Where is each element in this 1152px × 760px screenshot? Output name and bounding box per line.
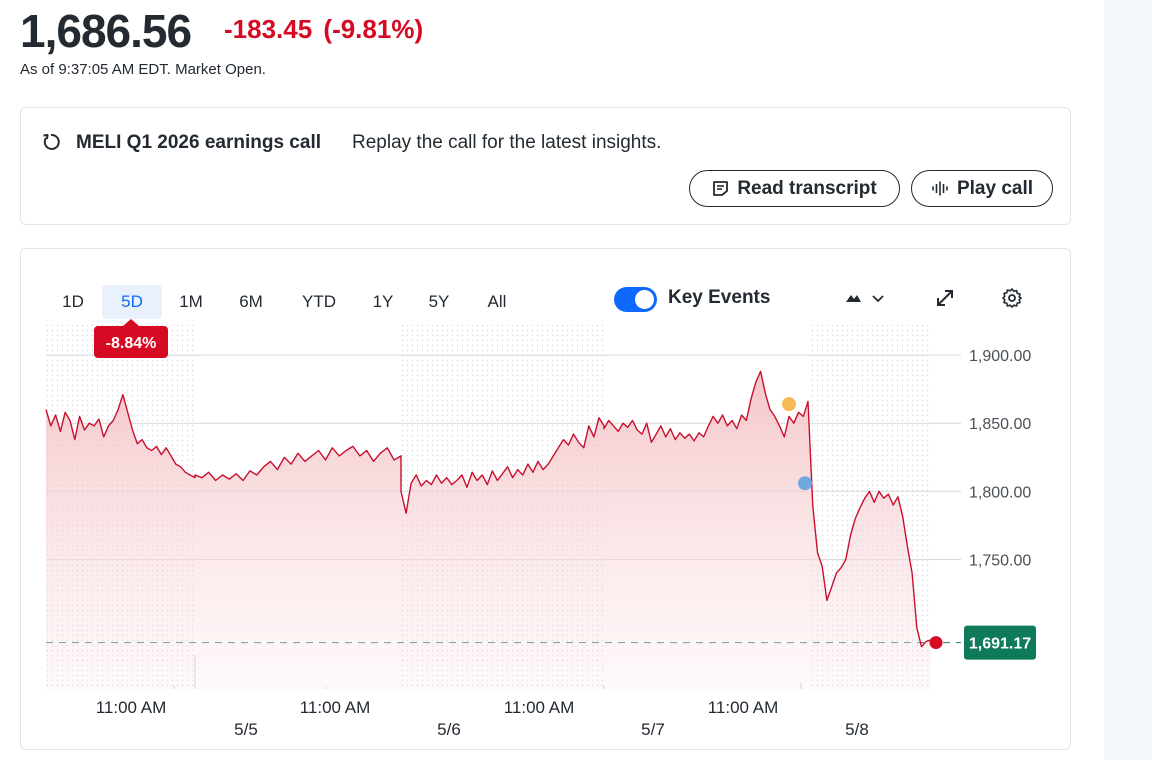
range-tab-1m[interactable]: 1M: [179, 292, 203, 311]
quote-price: 1,686.56: [20, 5, 192, 57]
read-transcript-label: Read transcript: [737, 177, 877, 199]
x-time-label: 11:00 AM: [300, 698, 371, 717]
key-events-label: Key Events: [668, 287, 771, 308]
period-change-badge: [94, 326, 168, 358]
price-line: [45, 370, 932, 648]
key-event-marker: [798, 476, 812, 491]
range-tab-1y[interactable]: 1Y: [372, 292, 394, 311]
chart-card: 1D 5D 1M 6M YTD 1Y 5Y All Key Events 1,9…: [20, 248, 1071, 750]
quote-change: -183.45 (-9.81%): [224, 14, 424, 44]
toggle-knob: [635, 290, 654, 309]
replay-icon: [43, 133, 60, 150]
price-chart[interactable]: 1,900.00 1,850.00 1,800.00 1,750.00 11:00 AM…: [21, 249, 1072, 751]
range-tab-all[interactable]: All: [487, 292, 507, 311]
range-tab-1d[interactable]: 1D: [62, 292, 84, 311]
mountain-chart-type-icon[interactable]: [844, 287, 866, 309]
range-tab-6m[interactable]: 6M: [239, 292, 263, 311]
y-tick-label: 1,800.00: [969, 484, 1031, 501]
chevron-down-icon[interactable]: [869, 287, 887, 309]
current-price-dot: [929, 636, 943, 650]
audio-wave-icon: [932, 181, 948, 196]
key-events-toggle[interactable]: [614, 287, 657, 312]
expand-icon[interactable]: [934, 287, 956, 309]
period-change-pointer: [123, 319, 139, 326]
current-price-label: 1,691.17: [969, 636, 1031, 653]
range-tab-5y[interactable]: 5Y: [428, 292, 450, 311]
x-date-label: 5/8: [845, 720, 869, 739]
x-date-label: 5/5: [234, 720, 258, 739]
earnings-call-card: MELI Q1 2026 earnings call Replay the ca…: [20, 107, 1071, 225]
y-tick-label: 1,900.00: [969, 348, 1031, 365]
price-area: [45, 370, 932, 689]
play-call-button[interactable]: Play call: [911, 170, 1053, 207]
x-date-label: 5/6: [437, 720, 461, 739]
x-time-label: 11:00 AM: [504, 698, 575, 717]
x-time-label: 11:00 AM: [708, 698, 779, 717]
earnings-call-title: MELI Q1 2026 earnings call: [76, 132, 321, 153]
play-call-label: Play call: [956, 177, 1034, 199]
x-time-label: 11:00 AM: [96, 698, 167, 717]
read-transcript-button[interactable]: Read transcript: [689, 170, 900, 207]
y-tick-label: 1,850.00: [969, 416, 1031, 433]
y-tick-label: 1,750.00: [969, 553, 1031, 570]
current-price-badge: [964, 625, 1036, 660]
range-tab-5d[interactable]: 5D: [102, 285, 162, 319]
x-date-label: 5/7: [641, 720, 665, 739]
price-area-fill: [46, 371, 931, 689]
settings-gear-icon[interactable]: [1001, 287, 1023, 309]
transcript-icon: [713, 181, 729, 196]
event-markers: 1,691.17 -8.84%: [94, 319, 1036, 660]
period-change-label: -8.84%: [106, 335, 157, 352]
key-event-marker: [782, 397, 796, 412]
axes: 1,900.00 1,850.00 1,800.00 1,750.00 11:00 AM…: [96, 348, 1032, 739]
earnings-call-subtitle: Replay the call for the latest insights.: [352, 132, 662, 153]
quote-timestamp: As of 9:37:05 AM EDT. Market Open.: [20, 61, 266, 78]
right-gutter: [1104, 0, 1152, 760]
range-tab-ytd[interactable]: YTD: [302, 292, 336, 311]
